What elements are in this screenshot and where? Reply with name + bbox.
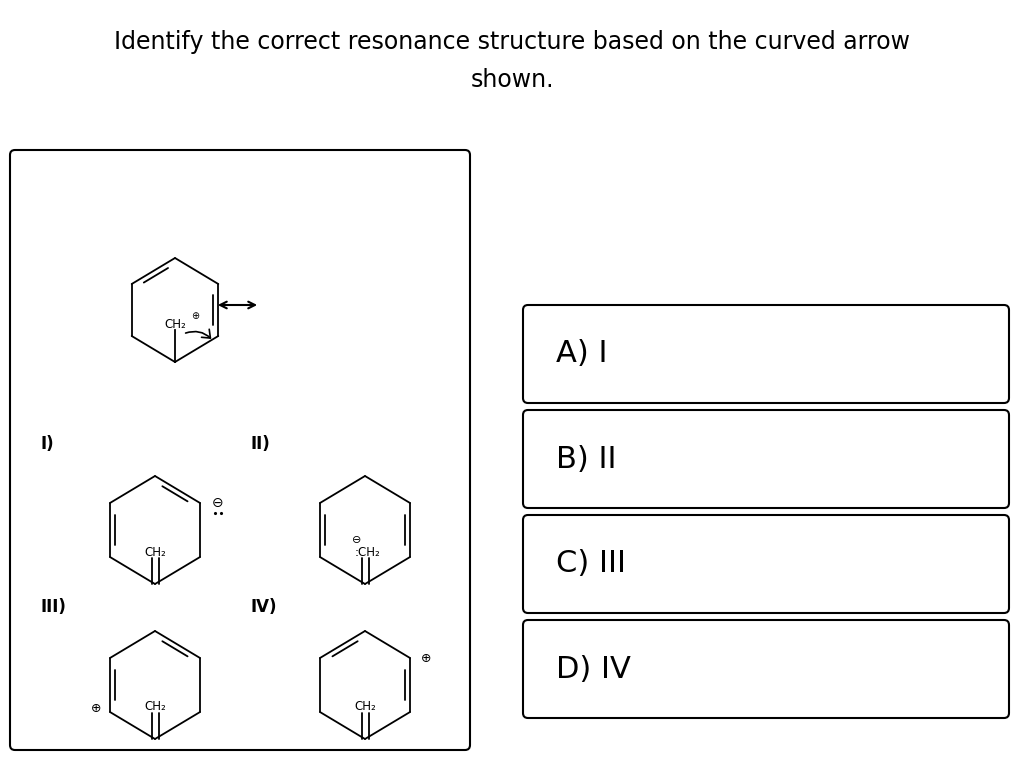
- Text: CH₂: CH₂: [354, 701, 376, 714]
- Text: D) IV: D) IV: [556, 654, 631, 683]
- Text: CH₂: CH₂: [164, 318, 186, 331]
- Text: III): III): [40, 598, 66, 616]
- Text: :CH₂: :CH₂: [354, 546, 380, 559]
- Text: ⊕: ⊕: [421, 651, 431, 664]
- Text: B) II: B) II: [556, 445, 616, 473]
- Text: ⊕: ⊕: [191, 311, 199, 321]
- FancyBboxPatch shape: [523, 515, 1009, 613]
- Text: IV): IV): [250, 598, 276, 616]
- Text: Identify the correct resonance structure based on the curved arrow: Identify the correct resonance structure…: [114, 30, 910, 54]
- Text: CH₂: CH₂: [144, 546, 166, 559]
- Text: I): I): [40, 435, 53, 453]
- Text: CH₂: CH₂: [144, 701, 166, 714]
- Text: A) I: A) I: [556, 340, 607, 369]
- FancyBboxPatch shape: [10, 150, 470, 750]
- FancyArrowPatch shape: [185, 329, 210, 338]
- FancyBboxPatch shape: [523, 305, 1009, 403]
- Text: ⊖: ⊖: [212, 496, 224, 510]
- FancyBboxPatch shape: [523, 410, 1009, 508]
- Text: C) III: C) III: [556, 549, 626, 578]
- Text: shown.: shown.: [470, 68, 554, 92]
- FancyBboxPatch shape: [523, 620, 1009, 718]
- Text: ⊕: ⊕: [91, 701, 101, 714]
- Text: ⊖: ⊖: [352, 535, 361, 545]
- Text: II): II): [250, 435, 269, 453]
